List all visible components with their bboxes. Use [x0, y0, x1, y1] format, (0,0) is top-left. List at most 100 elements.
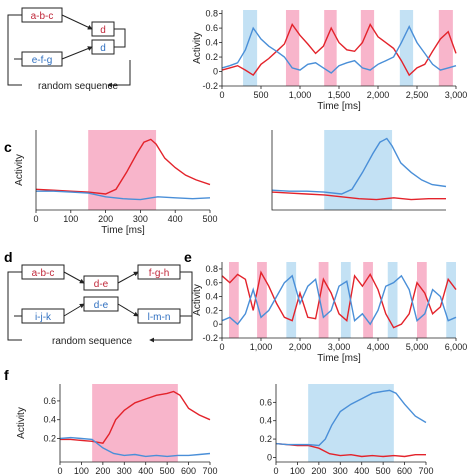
box-left-lower-label: i-j-k: [35, 312, 52, 323]
panel-label-f: f: [4, 367, 9, 383]
x-tick-label: 400: [138, 466, 153, 474]
panel-label-e: e: [184, 249, 192, 265]
x-tick-label: 400: [168, 214, 183, 224]
y-tick-label: 0.8: [205, 9, 218, 19]
shade-band-pink: [417, 262, 427, 338]
chart-c-right: [271, 130, 447, 211]
x-tick-label: 5,000: [406, 342, 429, 352]
series-line-blue: [59, 436, 211, 458]
x-tick-label: 0: [273, 466, 278, 474]
x-tick-label: 200: [311, 466, 326, 474]
y-axis-label: Activity: [192, 32, 203, 64]
x-tick-label: 500: [253, 90, 268, 100]
series-line-blue: [271, 137, 447, 195]
shade-band-pink: [229, 262, 239, 338]
y-tick-label: 0: [213, 319, 218, 329]
shade-band-blue: [446, 262, 456, 338]
x-tick-label: 2,000: [367, 90, 390, 100]
y-axis-label: Activity: [192, 284, 203, 316]
x-tick-label: 3,000: [445, 90, 468, 100]
x-tick-label: 0: [219, 90, 224, 100]
y-tick-label: 0.6: [43, 396, 56, 406]
x-tick-label: 1,000: [289, 90, 312, 100]
x-tick-label: 1,500: [328, 90, 351, 100]
y-tick-label: 0.4: [205, 292, 218, 302]
x-tick-label: 3,000: [328, 342, 351, 352]
x-tick-label: 600: [397, 466, 412, 474]
y-tick-label: 0: [213, 67, 218, 77]
x-tick-label: 300: [117, 466, 132, 474]
y-tick-label: -0.2: [202, 333, 218, 343]
box-upper-label: a-b-c: [31, 11, 54, 22]
x-axis-label: Time [ms]: [317, 353, 361, 364]
shade-band-blue: [399, 10, 414, 86]
x-axis-label: Time [ms]: [317, 101, 361, 112]
y-tick-label: 0.4: [43, 415, 56, 425]
box-right-upper-label: f-g-h: [149, 268, 170, 279]
chart-f-left: 0.6 0.4 0.2 0 100 200 300 400 500 600 700 Activity: [16, 384, 218, 474]
diagram-top-text: a-b-c e-f-g d d random sequence: [31, 11, 119, 92]
chart-top-right: 0.80.60.40.20-0.20 500 1,000 1,500 2,000 2,50…: [192, 9, 467, 112]
shade-band-blue: [286, 262, 297, 338]
y-tick-label: 0.6: [205, 23, 218, 33]
shade-band-pink: [92, 384, 178, 462]
box-right-lower-label: l-m-n: [148, 312, 171, 323]
diagram-d: [7, 264, 193, 343]
series-line-blue: [221, 274, 457, 326]
x-tick-label: 500: [376, 466, 391, 474]
x-tick-label: 0: [57, 466, 62, 474]
x-tick-label: 200: [95, 466, 110, 474]
diagram-d-text: a-b-c i-j-k d-e d-e f-g-h l-m-n random s…: [32, 268, 171, 347]
series-line-red: [275, 442, 426, 458]
shade-band-pink: [438, 10, 453, 86]
y-tick-label: 0.2: [259, 434, 272, 444]
y-tick-label: 0.4: [259, 416, 272, 426]
series-line-blue: [221, 25, 457, 74]
x-tick-label: 2,000: [289, 342, 312, 352]
shade-band-blue: [243, 10, 258, 86]
series-line-red: [221, 270, 457, 329]
diagram-top: [7, 7, 131, 88]
random-sequence-label-d: random sequence: [52, 336, 132, 347]
box-left-upper-label: a-b-c: [32, 268, 55, 279]
x-tick-label: 300: [333, 466, 348, 474]
x-tick-label: 500: [202, 214, 217, 224]
y-tick-label: 0.2: [205, 52, 218, 62]
x-tick-label: 6,000: [445, 342, 468, 352]
x-tick-label: 0: [219, 342, 224, 352]
x-tick-label: 2,500: [406, 90, 429, 100]
y-axis-label: Activity: [16, 407, 27, 439]
mid-lower-label: d-e: [94, 300, 109, 311]
panel-label-d: d: [4, 249, 13, 265]
panel-label-c: c: [4, 139, 12, 155]
axis: [271, 130, 446, 211]
series-line-red: [60, 390, 211, 444]
chart-e: 0.80.60.40.20-0.20 1,000 2,000 3,000 4,000 5,…: [192, 262, 467, 364]
node-upper-label: d: [100, 25, 106, 36]
series-line-red: [221, 23, 457, 77]
y-tick-label: 0.2: [205, 305, 218, 315]
series-line-blue: [36, 190, 211, 201]
x-tick-label: 100: [63, 214, 78, 224]
chart-f-right: 0.6 0.4 0.2 00 100 200 300 400 500 600 700: [259, 384, 434, 474]
shade-band-blue: [340, 262, 351, 338]
x-tick-label: 100: [290, 466, 305, 474]
series-line-red: [271, 191, 446, 201]
x-tick-label: 700: [418, 466, 433, 474]
y-tick-label: 0.8: [205, 264, 218, 274]
x-tick-label: 100: [74, 466, 89, 474]
shade-band-pink: [324, 10, 337, 86]
random-sequence-label: random sequence: [38, 81, 118, 92]
x-tick-label: 200: [98, 214, 113, 224]
y-tick-label: 0.4: [205, 38, 218, 48]
mid-upper-label: d-e: [94, 279, 109, 290]
y-tick-label: 0.6: [259, 397, 272, 407]
series-line-red: [35, 138, 211, 195]
node-lower-label: d: [100, 43, 106, 54]
x-tick-label: 600: [181, 466, 196, 474]
shade-band-pink: [318, 262, 329, 338]
x-tick-label: 700: [202, 466, 217, 474]
shade-band-pink: [88, 130, 157, 210]
series-line-blue: [275, 389, 427, 447]
